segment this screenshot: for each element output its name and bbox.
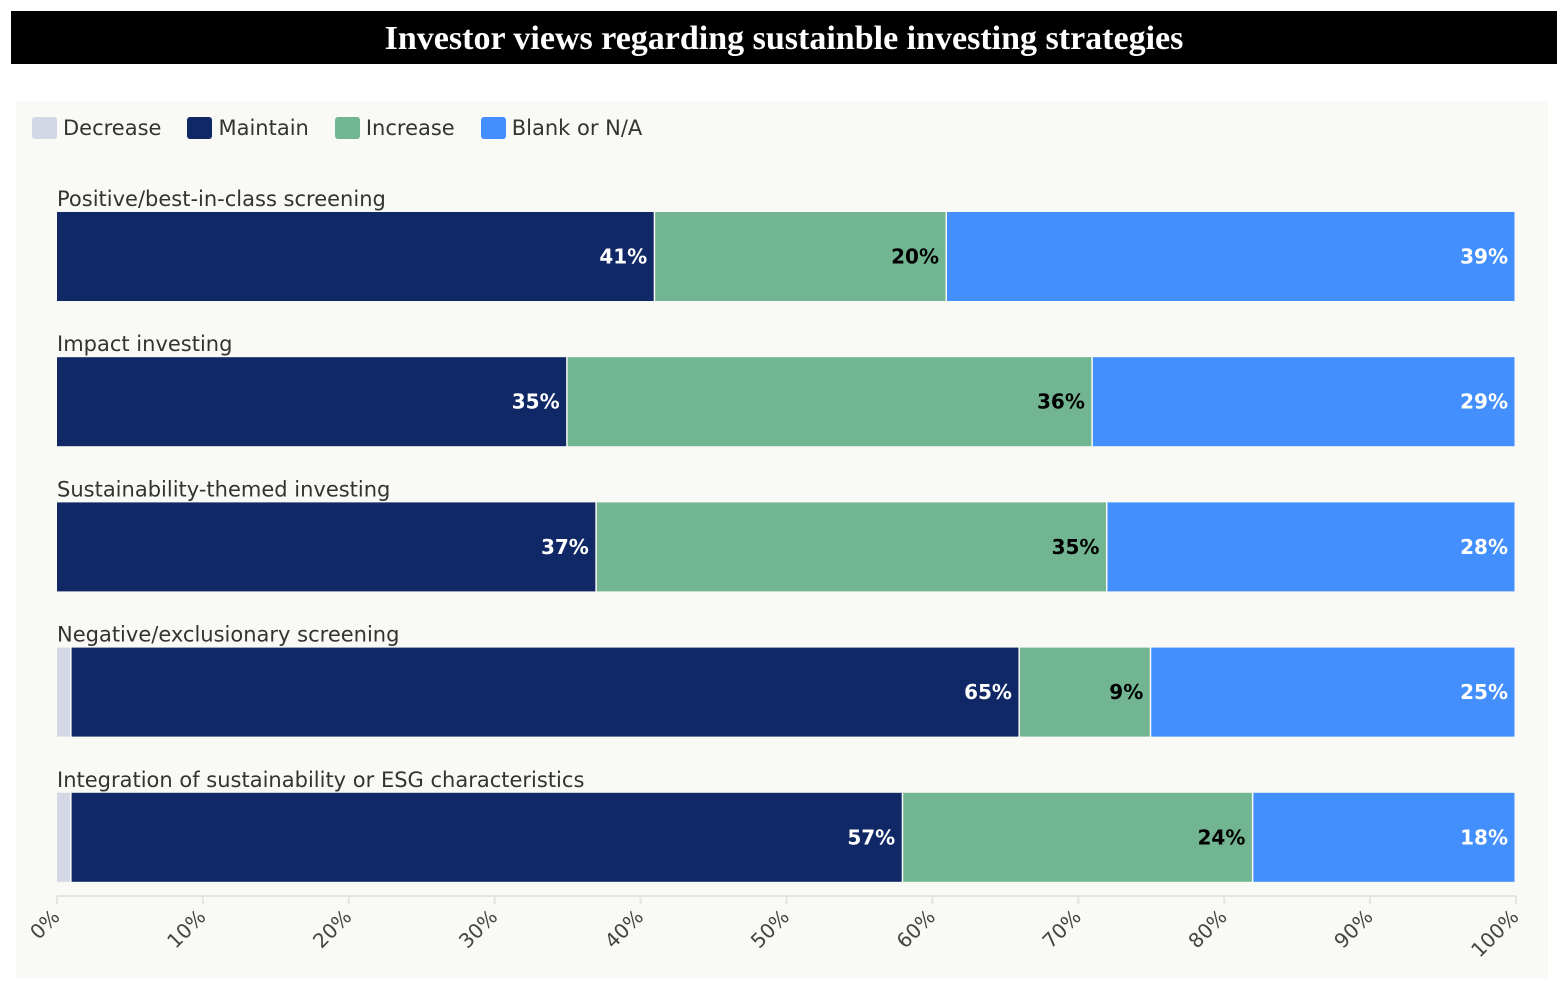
legend-swatch <box>480 117 506 139</box>
legend-label: Maintain <box>218 116 309 140</box>
bar-segment <box>655 212 946 301</box>
x-tick-label: 90% <box>1329 905 1377 953</box>
category-label: Positive/best-in-class screening <box>57 187 386 211</box>
data-label: 25% <box>1460 680 1508 704</box>
data-label: 41% <box>599 245 647 269</box>
category-label: Sustainability-themed investing <box>57 477 390 501</box>
bar-segment <box>567 357 1092 447</box>
bar-segment <box>57 792 71 882</box>
data-label: 37% <box>541 535 589 559</box>
x-tick-label: 20% <box>308 905 356 953</box>
bar-segment <box>1151 647 1515 737</box>
x-tick-label: 10% <box>162 905 210 953</box>
legend-item: Blank or N/A <box>480 116 643 140</box>
bar-segment <box>1253 792 1515 882</box>
bar-segment <box>946 212 1515 301</box>
bar-segment <box>57 357 567 447</box>
legend: Decrease Maintain Increase Blank or N/A <box>32 116 642 140</box>
x-tick-label: 100% <box>1466 905 1523 962</box>
chart-svg: Positive/best-in-class screening 41% 20% 39… <box>25 187 1523 962</box>
data-label: 20% <box>891 245 939 269</box>
data-label: 65% <box>964 680 1012 704</box>
data-label: 39% <box>1460 245 1508 269</box>
data-label: 35% <box>512 390 560 414</box>
data-label: 36% <box>1037 390 1085 414</box>
bar-segment <box>57 212 654 301</box>
bar-segment <box>1019 647 1150 737</box>
bar-segment <box>57 647 71 737</box>
legend-swatch <box>334 117 360 139</box>
x-tick-label: 30% <box>454 905 502 953</box>
legend-item: Maintain <box>187 116 309 140</box>
bar-segment <box>903 792 1252 882</box>
data-label: 29% <box>1460 390 1508 414</box>
data-label: 28% <box>1460 535 1508 559</box>
legend-swatch <box>187 117 213 139</box>
bar-segment <box>1092 357 1515 447</box>
x-tick-label: 0% <box>25 905 64 944</box>
bar-segment <box>596 502 1106 592</box>
category-label: Negative/exclusionary screening <box>57 623 399 647</box>
bar-segment <box>71 647 1019 737</box>
bar-segment <box>1107 502 1515 592</box>
data-label: 35% <box>1052 535 1100 559</box>
legend-swatch <box>32 117 57 139</box>
x-tick-label: 60% <box>892 905 940 953</box>
data-label: 24% <box>1198 825 1246 849</box>
x-tick-label: 80% <box>1183 905 1231 953</box>
category-label: Integration of sustainability or ESG cha… <box>57 768 584 792</box>
legend-label: Increase <box>365 116 455 140</box>
legend-label: Decrease <box>63 116 162 140</box>
data-label: 57% <box>847 825 895 849</box>
bar-segment <box>57 502 596 592</box>
legend-label: Blank or N/A <box>511 116 643 140</box>
chart-title: Investor views regarding sustainble inve… <box>11 11 1557 64</box>
chart-panel: Decrease Maintain Increase Blank or N/A Pos… <box>16 101 1548 978</box>
bar-segment <box>71 792 902 882</box>
x-tick-label: 40% <box>600 905 648 953</box>
legend-item: Increase <box>334 116 455 140</box>
legend-item: Decrease <box>32 116 161 140</box>
x-tick-label: 70% <box>1037 905 1085 953</box>
data-label: 18% <box>1460 825 1508 849</box>
data-label: 9% <box>1109 680 1143 704</box>
x-tick-label: 50% <box>746 905 794 953</box>
category-label: Impact investing <box>57 332 232 356</box>
